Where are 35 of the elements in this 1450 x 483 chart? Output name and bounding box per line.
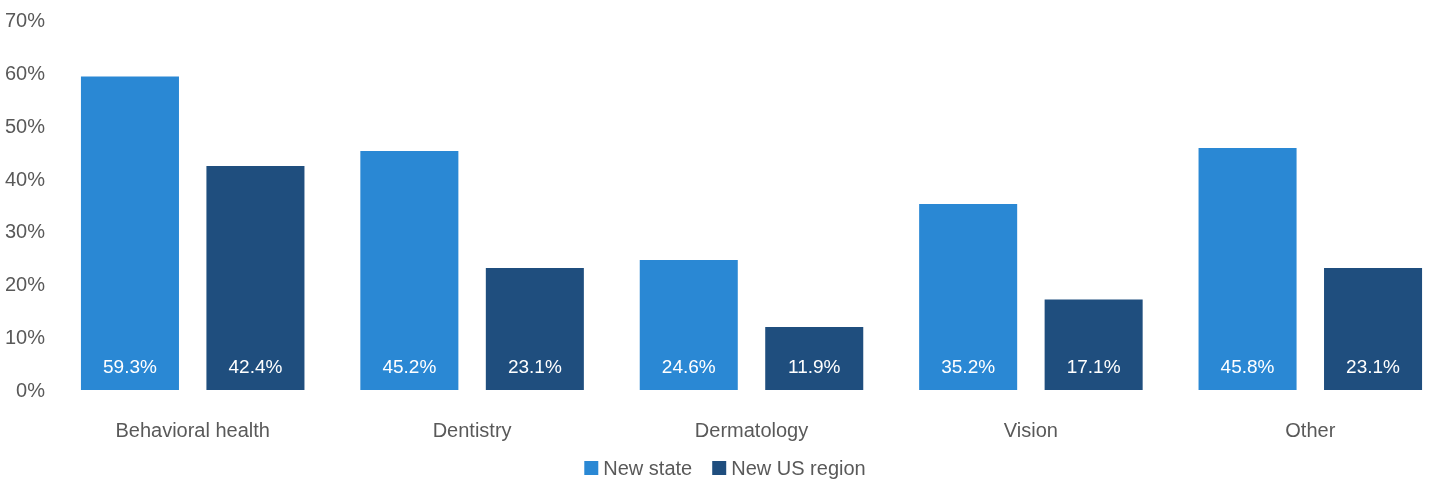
- bar: [639, 259, 738, 390]
- y-tick-label: 50%: [4, 114, 46, 137]
- bar: [1324, 267, 1423, 390]
- y-tick-label: 10%: [4, 326, 46, 349]
- bar: [485, 267, 584, 390]
- y-tick-label: 40%: [4, 167, 46, 190]
- text: 35.2%: [941, 356, 996, 377]
- x-tick-label: Other: [1285, 419, 1336, 441]
- y-tick-label: 0%: [16, 379, 46, 401]
- bar: [206, 165, 305, 390]
- text: 24.6%: [661, 356, 716, 377]
- bar: [765, 327, 864, 390]
- text: 45.8%: [1220, 356, 1275, 377]
- y-tick-label: 20%: [4, 273, 46, 296]
- text: 23.1%: [507, 356, 562, 377]
- text: 42.4%: [228, 356, 283, 377]
- legend-label: New US region: [731, 457, 866, 479]
- text: 59.3%: [103, 356, 157, 377]
- bar: [80, 76, 179, 390]
- text: 17.1%: [1066, 356, 1121, 377]
- bar: [1044, 299, 1143, 390]
- x-tick-label: Dentistry: [432, 419, 512, 441]
- bar: [360, 151, 459, 390]
- y-tick-label: 70%: [4, 9, 46, 31]
- x-tick-label: Behavioral health: [115, 419, 270, 441]
- legend-label: New state: [603, 457, 693, 479]
- text: 45.2%: [382, 356, 437, 377]
- text: 11.9%: [788, 356, 841, 377]
- x-tick-label: Vision: [1003, 419, 1058, 441]
- y-tick-label: 60%: [4, 61, 46, 84]
- y-tick-label: 30%: [4, 220, 46, 243]
- bar: [1198, 147, 1297, 390]
- bar: [919, 203, 1018, 390]
- text: 23.1%: [1346, 356, 1400, 377]
- x-tick-label: Dermatology: [694, 419, 809, 441]
